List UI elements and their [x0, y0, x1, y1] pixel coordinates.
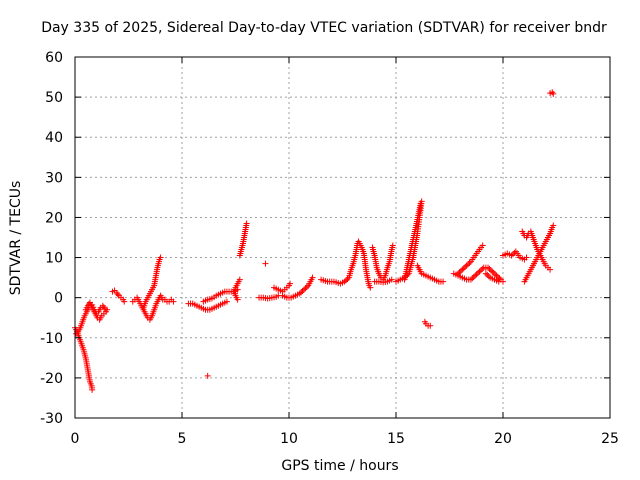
data-point-marker	[460, 265, 467, 272]
data-point-marker	[484, 271, 491, 278]
data-point-marker	[296, 290, 303, 297]
data-point-marker	[303, 283, 310, 290]
y-tick-label: 60	[45, 50, 63, 66]
y-tick-label: -10	[40, 331, 63, 347]
grid-lines	[75, 57, 610, 418]
x-tick-label: 5	[178, 431, 187, 447]
data-point-marker	[470, 273, 477, 280]
data-point-marker	[456, 269, 463, 276]
data-point-marker	[469, 275, 476, 282]
data-point-marker	[223, 298, 230, 305]
data-point-marker	[457, 267, 464, 274]
data-point-marker	[309, 274, 316, 281]
data-point-marker	[299, 287, 306, 294]
data-point-marker	[476, 268, 483, 275]
x-tick-label: 15	[387, 431, 405, 447]
data-point-marker	[204, 372, 211, 379]
data-point-marker	[547, 266, 554, 273]
data-point-marker	[367, 284, 374, 291]
data-point-marker	[440, 278, 447, 285]
data-point-marker	[492, 271, 499, 278]
data-point-marker	[550, 222, 557, 229]
data-point-marker	[475, 269, 482, 276]
data-point-marker	[489, 268, 496, 275]
data-point-marker	[463, 262, 470, 269]
data-point-marker	[472, 272, 479, 279]
data-point-marker	[485, 264, 492, 271]
data-point-marker	[508, 252, 515, 259]
data-point-marker	[287, 280, 294, 287]
data-point-marker	[389, 242, 396, 249]
data-point-marker	[490, 269, 497, 276]
axis-ticks: 0 5 10 15 20 25 -30 -20 -10 0 10 20 30 40 50 60	[40, 50, 619, 447]
data-point-marker	[417, 200, 424, 207]
data-point-marker	[462, 263, 469, 270]
data-point-marker	[300, 286, 307, 293]
data-point-marker	[467, 276, 474, 283]
data-point-marker	[459, 266, 466, 273]
data-point-marker	[101, 305, 108, 312]
data-point-marker	[486, 265, 493, 272]
y-tick-label: -20	[40, 371, 63, 387]
y-tick-label: 30	[45, 170, 63, 186]
data-point-marker	[473, 271, 480, 278]
data-point-marker	[487, 267, 494, 274]
data-point-marker	[485, 273, 492, 280]
data-points	[72, 89, 557, 393]
data-point-marker	[157, 254, 164, 261]
data-point-marker	[482, 270, 489, 277]
data-point-marker	[243, 220, 250, 227]
data-point-marker	[302, 285, 309, 292]
data-point-marker	[121, 298, 128, 305]
data-point-marker	[465, 261, 472, 268]
y-tick-label: 0	[54, 291, 63, 307]
data-point-marker	[509, 251, 516, 258]
chart-title: Day 335 of 2025, Sidereal Day-to-day VTE…	[41, 20, 607, 36]
x-tick-label: 10	[280, 431, 298, 447]
data-point-marker	[466, 259, 473, 266]
y-tick-label: 10	[45, 251, 63, 267]
data-point-marker	[550, 90, 557, 97]
plot-frame	[74, 56, 611, 419]
data-point-marker	[89, 386, 96, 393]
data-point-marker	[495, 273, 502, 280]
y-axis-label: SDTVAR / TECUs	[8, 181, 24, 296]
y-tick-label: 40	[45, 130, 63, 146]
x-axis-label: GPS time / hours	[281, 458, 398, 474]
data-point-marker	[511, 249, 518, 256]
y-tick-label: 20	[45, 210, 63, 226]
data-point-marker	[479, 265, 486, 272]
y-tick-label: -30	[40, 411, 63, 427]
data-point-marker	[493, 272, 500, 279]
data-point-marker	[343, 277, 350, 284]
data-point-marker	[495, 278, 502, 285]
data-point-marker	[455, 270, 462, 277]
data-point-marker	[298, 289, 305, 296]
x-tick-label: 20	[494, 431, 512, 447]
data-point-marker	[523, 254, 530, 261]
x-tick-label: 0	[71, 431, 80, 447]
data-point-marker	[262, 260, 269, 267]
data-point-marker	[388, 276, 395, 283]
x-tick-label: 25	[601, 431, 619, 447]
data-point-marker	[236, 276, 243, 283]
data-point-marker	[341, 278, 348, 285]
data-point-marker	[170, 298, 177, 305]
data-point-marker	[114, 291, 121, 298]
data-point-marker	[479, 242, 486, 249]
y-tick-label: 50	[45, 90, 63, 106]
data-point-marker	[344, 275, 351, 282]
data-point-marker	[477, 267, 484, 274]
data-point-marker	[427, 322, 434, 329]
